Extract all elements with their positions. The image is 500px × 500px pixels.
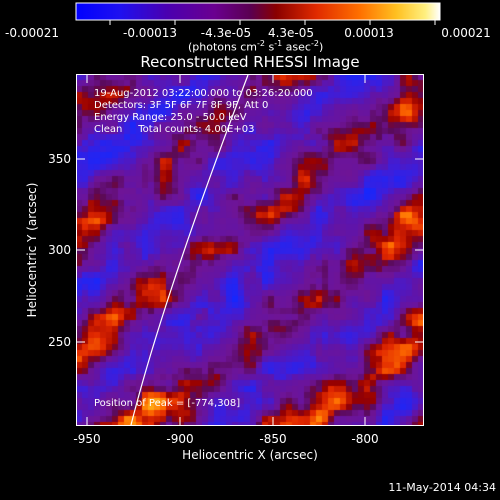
x-tick-label: -950 bbox=[73, 432, 101, 446]
x-tick-label: -900 bbox=[166, 432, 194, 446]
x-tick-label: -850 bbox=[259, 432, 287, 446]
unit-part-4: -1 bbox=[274, 39, 283, 48]
unit-part-5: asec bbox=[282, 40, 311, 54]
rhessi-image-map bbox=[76, 74, 424, 426]
y-tick-label: 350 bbox=[48, 152, 71, 166]
colorbar-ticks bbox=[109, 20, 436, 25]
plot-title: Reconstructed RHESSI Image bbox=[140, 53, 360, 71]
y-axis-label: Heliocentric Y (arcsec) bbox=[25, 182, 39, 318]
colorbar-gradient bbox=[75, 2, 441, 21]
colorbar-tick-2: -0.00013 bbox=[123, 26, 177, 40]
info-energy-range: Energy Range: 25.0 - 50.0 keV bbox=[94, 112, 247, 123]
y-tick-label: 300 bbox=[48, 243, 71, 257]
x-axis-ticks bbox=[86, 75, 366, 425]
unit-part-6: -2 bbox=[310, 39, 319, 48]
y-axis-ticks bbox=[77, 158, 423, 343]
plot-frame bbox=[76, 74, 424, 426]
unit-part-2: -2 bbox=[256, 39, 265, 48]
peak-position-text: Position of Peak = [-774,308] bbox=[94, 398, 241, 409]
footer-timestamp: 11-May-2014 04:34 bbox=[388, 481, 496, 494]
y-tick-label: 250 bbox=[48, 335, 71, 349]
colorbar bbox=[75, 2, 441, 25]
unit-part-7: ) bbox=[318, 40, 324, 54]
x-tick-label: -800 bbox=[351, 432, 379, 446]
colorbar-tick-3: -4.3e-05 bbox=[200, 26, 252, 40]
solar-limb-line bbox=[130, 74, 249, 426]
info-detectors: Detectors: 3F 5F 6F 7F 8F 9F, Att 0 bbox=[94, 100, 269, 111]
colorbar-unit-label: (photons cm-2 s-1 asec-2) bbox=[188, 38, 323, 54]
info-clean-counts: Clean Total counts: 4.00E+03 bbox=[94, 124, 255, 135]
unit-part-3: s bbox=[264, 40, 275, 54]
x-axis-label: Heliocentric X (arcsec) bbox=[182, 448, 318, 462]
info-time-range: 19-Aug-2012 03:22:00.000 to 03:26:20.000 bbox=[94, 88, 313, 99]
colorbar-tick-4: 4.3e-05 bbox=[267, 26, 315, 40]
colorbar-tick-6: 0.00021 bbox=[441, 26, 491, 40]
unit-part-1: (photons cm bbox=[188, 40, 257, 54]
colorbar-tick-1: -0.00021 bbox=[5, 26, 59, 40]
colorbar-tick-5: 0.00013 bbox=[344, 26, 394, 40]
